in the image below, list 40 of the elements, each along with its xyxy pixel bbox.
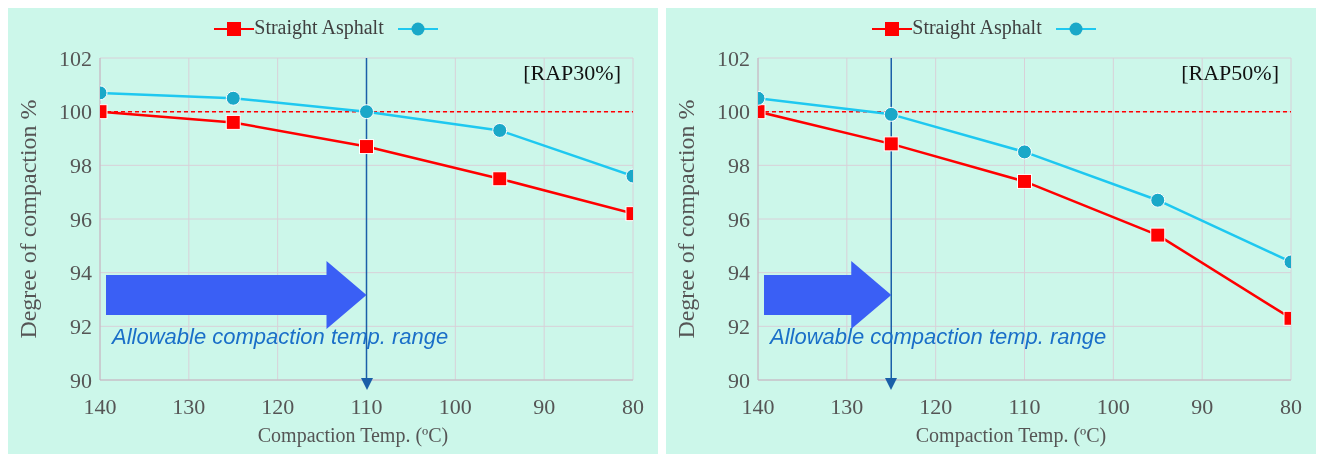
y-tick-label: 92 (70, 314, 92, 340)
y-tick-label: 90 (70, 367, 92, 393)
x-tick-label: 100 (438, 393, 472, 419)
y-tick-label: 98 (70, 153, 92, 179)
x-tick-label: 90 (533, 393, 556, 419)
x-tick-label: 130 (172, 393, 206, 419)
y-tick-label: 98 (728, 153, 750, 179)
x-tick-label: 140 (83, 393, 117, 419)
x-axis-title: Compaction Temp. (ºC) (914, 424, 1108, 447)
x-tick-label: 120 (919, 393, 953, 419)
y-tick-label: 100 (717, 99, 750, 125)
x-tick-label: 90 (1191, 393, 1214, 419)
y-tick-label: 92 (728, 314, 750, 340)
x-tick-label: 100 (1096, 393, 1130, 419)
y-tick-label: 94 (70, 260, 92, 286)
x-tick-label: 80 (1280, 393, 1302, 419)
y-axis-title: Degree of compaction % (672, 99, 700, 339)
legend-label: Straight Asphalt (254, 16, 384, 38)
annotation: [RAP50%] (1181, 60, 1279, 86)
y-tick-label: 96 (70, 206, 92, 232)
y-tick-label: 90 (728, 367, 750, 393)
x-tick-label: 80 (622, 393, 644, 419)
y-tick-label: 102 (717, 45, 750, 71)
point (359, 104, 374, 120)
x-tick-label: 110 (1008, 393, 1041, 419)
point (359, 139, 374, 155)
point (1017, 144, 1032, 160)
x-axis-title: Compaction Temp. (ºC) (256, 424, 450, 447)
annotation: [RAP30%] (523, 60, 621, 86)
x-tick-label: 140 (741, 393, 775, 419)
y-tick-label: 100 (59, 99, 92, 125)
y-tick-label: 102 (59, 45, 92, 71)
x-tick-label: 110 (350, 393, 383, 419)
point (1017, 173, 1032, 189)
x-tick-label: 130 (830, 393, 864, 419)
legend-label: Straight Asphalt (912, 16, 1042, 38)
y-axis-title: Degree of compaction % (14, 99, 42, 339)
x-tick-label: 120 (261, 393, 295, 419)
y-tick-label: 94 (728, 260, 750, 286)
y-tick-label: 96 (728, 206, 750, 232)
